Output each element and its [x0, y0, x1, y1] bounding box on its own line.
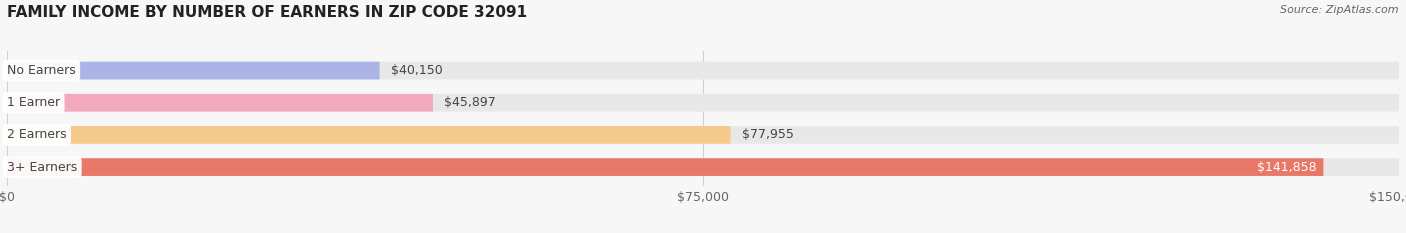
Text: No Earners: No Earners	[7, 64, 76, 77]
FancyBboxPatch shape	[7, 158, 1323, 176]
FancyBboxPatch shape	[7, 94, 1399, 112]
Text: $45,897: $45,897	[444, 96, 496, 109]
Text: 2 Earners: 2 Earners	[7, 128, 66, 141]
FancyBboxPatch shape	[7, 62, 380, 79]
Text: $77,955: $77,955	[741, 128, 793, 141]
FancyBboxPatch shape	[7, 126, 731, 144]
Text: 3+ Earners: 3+ Earners	[7, 161, 77, 174]
FancyBboxPatch shape	[7, 126, 1399, 144]
Text: FAMILY INCOME BY NUMBER OF EARNERS IN ZIP CODE 32091: FAMILY INCOME BY NUMBER OF EARNERS IN ZI…	[7, 5, 527, 20]
Text: Source: ZipAtlas.com: Source: ZipAtlas.com	[1281, 5, 1399, 15]
Text: 1 Earner: 1 Earner	[7, 96, 60, 109]
Text: $141,858: $141,858	[1257, 161, 1316, 174]
FancyBboxPatch shape	[7, 62, 1399, 79]
Text: $40,150: $40,150	[391, 64, 443, 77]
FancyBboxPatch shape	[7, 94, 433, 112]
FancyBboxPatch shape	[7, 158, 1399, 176]
